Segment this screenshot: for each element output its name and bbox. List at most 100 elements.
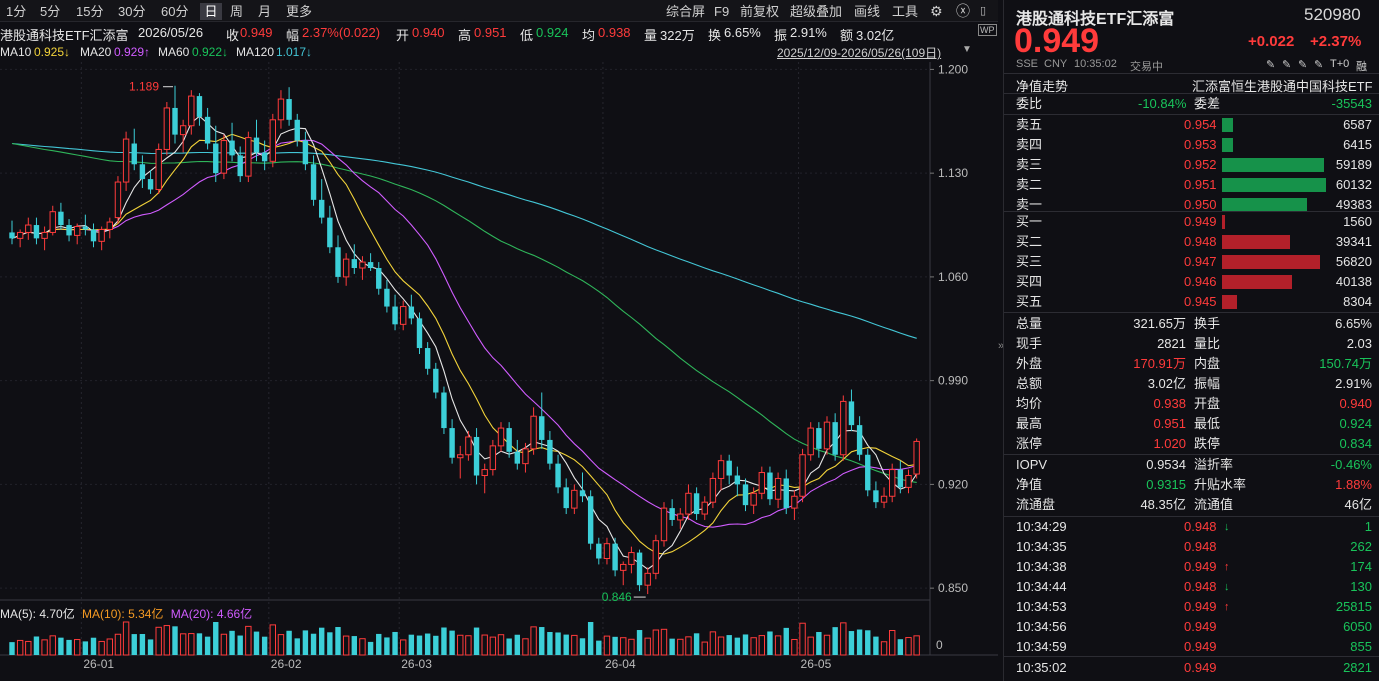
candle-body bbox=[457, 454, 464, 459]
ask-level-row[interactable]: 卖五 0.954 6587 bbox=[1016, 115, 1372, 135]
candle-body bbox=[856, 425, 863, 455]
period-toolbar: 1分 5分 15分 30分 60分 日 周 月 更多 综合屏 F9 前复权 超级… bbox=[0, 0, 998, 22]
gear-icon[interactable]: ⚙ bbox=[930, 3, 943, 19]
candlestick-chart[interactable]: 1.200 1.130 1.060 0.990 0.920 0.850 26-01 26-02… bbox=[0, 0, 998, 681]
bid-level-row[interactable]: 买三 0.947 56820 bbox=[1016, 252, 1372, 272]
volume-bar bbox=[865, 630, 871, 655]
tick-time: 10:34:38 bbox=[1016, 559, 1067, 574]
volume-bar bbox=[717, 636, 725, 656]
low-annotation: 0.846 bbox=[602, 590, 632, 604]
volume-bar bbox=[204, 636, 211, 655]
tick-row[interactable]: 10:34:59 0.949 855 bbox=[1016, 637, 1372, 657]
tools-button[interactable]: 工具 bbox=[892, 4, 919, 19]
tick-volume: 2821 bbox=[1343, 660, 1372, 675]
candle-body bbox=[693, 493, 700, 515]
volume-bar bbox=[547, 632, 553, 655]
stat-value: 1.020 bbox=[1153, 436, 1186, 451]
period-15min[interactable]: 15分 bbox=[76, 4, 104, 19]
candle-body bbox=[408, 306, 415, 319]
x-tick-label: 26-02 bbox=[271, 657, 302, 671]
ask-level-price: 0.953 bbox=[1184, 137, 1217, 152]
nav-trend-link[interactable]: 净值走势 bbox=[1016, 79, 1069, 94]
ask-volume-bar bbox=[1222, 118, 1234, 132]
ask-level-row[interactable]: 卖四 0.953 6415 bbox=[1016, 135, 1372, 155]
candle-body bbox=[506, 428, 512, 452]
tick-row[interactable]: 10:34:56 0.949 6050 bbox=[1016, 617, 1372, 637]
ask-level-row[interactable]: 卖三 0.952 59189 bbox=[1016, 155, 1372, 175]
period-1min[interactable]: 1分 bbox=[6, 4, 27, 19]
candle-body bbox=[758, 472, 765, 494]
bid-level-row[interactable]: 买二 0.948 39341 bbox=[1016, 232, 1372, 252]
bid-level-row[interactable]: 买四 0.946 40138 bbox=[1016, 272, 1372, 292]
bid-level-row[interactable]: 买五 0.945 8304 bbox=[1016, 292, 1372, 312]
period-60min[interactable]: 60分 bbox=[161, 4, 189, 19]
volume-bar bbox=[481, 634, 488, 656]
volume-bar bbox=[465, 635, 472, 656]
stat-value: 150.74万 bbox=[1319, 356, 1372, 371]
stat-row: 总额 3.02亿 振幅 2.91% bbox=[1016, 374, 1372, 394]
adjust-button[interactable]: 前复权 bbox=[740, 4, 780, 19]
candle-body bbox=[563, 487, 569, 509]
period-month[interactable]: 月 bbox=[258, 4, 272, 19]
ma-legend: MA10 0.925↓ MA20 0.929↑ MA60 0.922↓ MA12… bbox=[0, 43, 998, 61]
period-week[interactable]: 周 bbox=[230, 4, 244, 19]
f9-button[interactable]: F9 bbox=[714, 4, 730, 19]
edit-icon[interactable]: ✎ bbox=[1266, 59, 1276, 71]
volume-bar bbox=[742, 634, 749, 655]
volume-bar bbox=[636, 630, 643, 655]
volume-bar bbox=[807, 636, 814, 656]
tick-row[interactable]: 10:34:53 0.949 ↑ 25815 bbox=[1016, 597, 1372, 617]
period-day[interactable]: 日 bbox=[200, 3, 222, 20]
candle-body bbox=[424, 348, 431, 369]
volume-bar bbox=[172, 626, 178, 655]
composite-screen-button[interactable]: 综合屏 bbox=[666, 4, 706, 19]
stat-label: 跌停 bbox=[1194, 436, 1221, 451]
candle-body bbox=[816, 428, 822, 449]
ask-level-row[interactable]: 卖二 0.951 60132 bbox=[1016, 175, 1372, 195]
volume-bar bbox=[767, 631, 773, 655]
open-label: 开 bbox=[396, 28, 410, 43]
candle-body bbox=[66, 225, 72, 236]
candle-body bbox=[114, 181, 122, 219]
overlay-button[interactable]: 超级叠加 bbox=[790, 4, 843, 19]
volume-bar bbox=[726, 635, 732, 655]
candle-body bbox=[220, 140, 228, 174]
tick-row[interactable]: 10:34:35 0.948 262 bbox=[1016, 537, 1372, 557]
expand-arrow-icon[interactable]: » bbox=[998, 340, 1005, 352]
close-circle-icon[interactable]: ⓧ bbox=[956, 3, 970, 19]
ask-level-row[interactable]: 卖一 0.950 49383 bbox=[1016, 195, 1372, 215]
bid-level-row[interactable]: 买一 0.949 1560 bbox=[1016, 212, 1372, 232]
arrow-down-icon: ↓ bbox=[1224, 581, 1230, 593]
ask-level-volume: 6415 bbox=[1343, 137, 1372, 152]
volume-bar bbox=[302, 630, 309, 655]
period-more[interactable]: 更多 bbox=[286, 4, 313, 19]
edit-icon[interactable]: ✎ bbox=[1314, 59, 1324, 71]
chevron-down-icon[interactable]: ▼ bbox=[962, 44, 972, 55]
tick-row[interactable]: 10:34:38 0.949 ↑ 174 bbox=[1016, 557, 1372, 577]
tick-price: 0.949 bbox=[1184, 619, 1217, 634]
sidebar-toggle-icon[interactable]: ▯ bbox=[980, 5, 987, 17]
wp-icon[interactable]: WP bbox=[978, 24, 997, 36]
period-5min[interactable]: 5分 bbox=[40, 4, 61, 19]
candle-body bbox=[539, 416, 545, 440]
volume-bar bbox=[750, 637, 757, 656]
tick-row[interactable]: 10:34:44 0.948 ↓ 130 bbox=[1016, 577, 1372, 597]
draw-line-button[interactable]: 画线 bbox=[854, 4, 881, 19]
tick-volume: 6050 bbox=[1343, 619, 1372, 634]
edit-icon[interactable]: ✎ bbox=[1298, 59, 1308, 71]
candle-body bbox=[742, 484, 749, 506]
y-tick-label: 1.060 bbox=[938, 270, 968, 284]
volume-bar bbox=[66, 639, 72, 655]
tick-row[interactable]: 10:34:29 0.948 ↓ 1 bbox=[1016, 517, 1372, 537]
period-30min[interactable]: 30分 bbox=[118, 4, 146, 19]
vol-ma10-value: 5.34亿 bbox=[128, 607, 164, 621]
avg-label: 均 bbox=[582, 28, 596, 43]
tick-row[interactable]: 10:35:02 0.949 2821 bbox=[1016, 658, 1372, 678]
date-range-selector[interactable]: 2025/12/09-2026/05/26(109日) bbox=[777, 46, 942, 60]
candle-body bbox=[122, 138, 130, 183]
candle-body bbox=[392, 306, 398, 325]
edit-icon[interactable]: ✎ bbox=[1282, 59, 1292, 71]
candle-body bbox=[473, 436, 480, 476]
candle-body bbox=[58, 211, 64, 226]
tick-volume: 174 bbox=[1350, 559, 1372, 574]
